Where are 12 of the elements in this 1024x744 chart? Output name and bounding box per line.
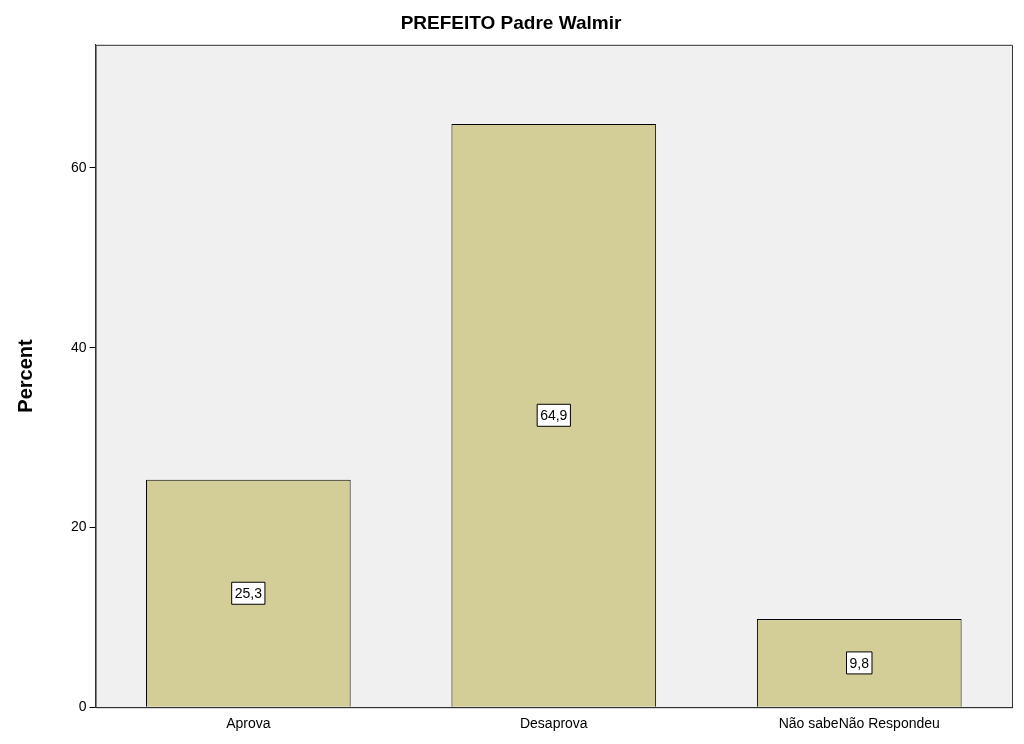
y-tick-label: 20 [70,518,87,535]
x-tick-label: Não sabeNão Respondeu [778,715,940,732]
y-tick-label: 60 [70,158,87,175]
data-label: 9,8 [849,654,870,671]
y-tick-label: 0 [78,698,87,715]
y-axis-title: Percent [13,338,36,413]
x-tick-label: Desaprova [519,715,588,732]
data-label: 64,9 [540,407,568,424]
chart-title: PREFEITO Padre Walmir [400,11,622,33]
x-tick-label: Aprova [226,715,271,732]
data-label: 25,3 [234,585,263,602]
y-tick-label: 40 [70,338,87,355]
